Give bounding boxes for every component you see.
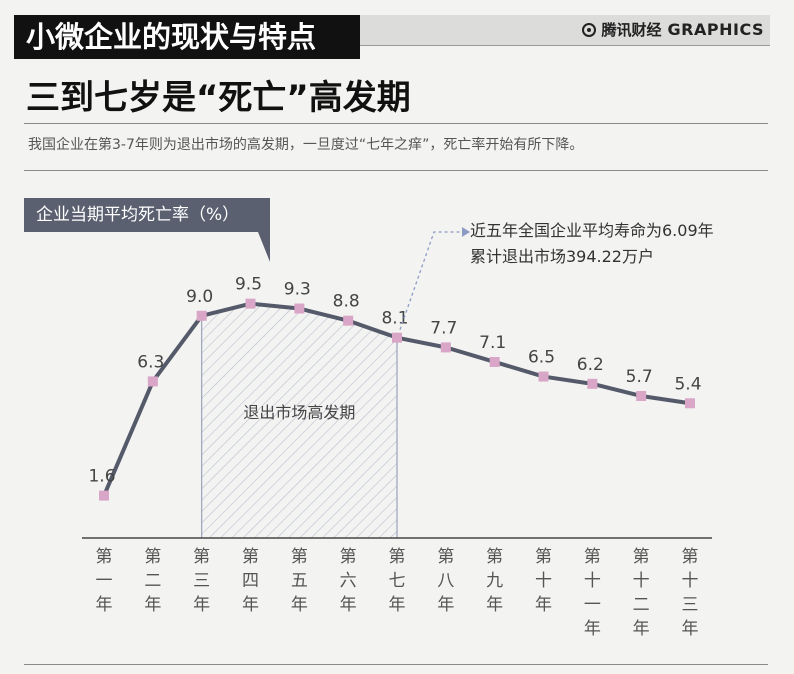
data-point [685, 398, 695, 409]
x-tick-label: 第十一年 [584, 547, 601, 639]
callout-line-1: 近五年全国企业平均寿命为6.09年 [470, 221, 714, 240]
section-title: 小微企业的现状与特点 [14, 15, 360, 59]
data-point [147, 376, 158, 387]
data-label: 6.5 [528, 348, 555, 368]
data-point [587, 378, 598, 389]
divider-bottom [24, 170, 768, 171]
x-tick-label: 第八年 [437, 547, 454, 615]
x-tick-label: 第十年 [535, 547, 552, 615]
x-tick-label: 第六年 [340, 547, 357, 615]
x-tick-label: 第二年 [144, 547, 161, 615]
brand: 腾讯财经 GRAPHICS [581, 19, 764, 40]
divider-top [24, 123, 768, 124]
data-label: 5.4 [674, 374, 701, 394]
series-label-pointer [258, 232, 270, 262]
x-tick-label: 第十三年 [682, 547, 699, 639]
callout-arrow [399, 231, 462, 330]
header-rule [360, 15, 770, 45]
shaded-region [201, 303, 397, 538]
data-point [294, 303, 305, 314]
data-point [636, 390, 647, 401]
callout-note: 近五年全国企业平均寿命为6.09年 累计退出市场394.22万户 [470, 218, 714, 270]
data-label: 8.8 [333, 292, 360, 312]
data-label: 7.7 [430, 318, 457, 338]
header-rule-line [360, 45, 770, 46]
x-tick-label: 第四年 [242, 547, 259, 615]
intro-text: 我国企业在第3-7年则为退出市场的高发期，一旦度过“七年之痒”，死亡率开始有所下… [28, 137, 584, 153]
shaded-region-label: 退出市场高发期 [243, 403, 355, 422]
data-label: 9.0 [186, 287, 213, 307]
data-point [440, 342, 451, 353]
x-tick-label: 第五年 [291, 547, 308, 615]
data-label: 6.3 [137, 352, 164, 372]
data-point [196, 310, 207, 321]
data-label: 6.2 [577, 355, 604, 375]
data-point [99, 490, 109, 501]
callout-arrow-head [462, 227, 470, 237]
data-point [489, 356, 500, 367]
data-point [392, 332, 402, 343]
brand-logo-icon [581, 22, 596, 37]
data-point [538, 371, 549, 382]
data-label: 7.1 [479, 333, 506, 353]
data-label: 9.3 [284, 280, 311, 300]
brand-name-en: GRAPHICS [667, 20, 764, 39]
x-tick-label: 第九年 [486, 547, 503, 615]
footer-rule [24, 664, 768, 665]
headline: 三到七岁是“死亡”高发期 [26, 78, 411, 118]
callout-line-2: 累计退出市场394.22万户 [470, 247, 654, 266]
x-tick-label: 第十二年 [633, 547, 650, 639]
data-label: 9.5 [235, 275, 262, 295]
brand-name-cn: 腾讯财经 [601, 21, 662, 39]
data-label: 8.1 [381, 309, 408, 329]
x-tick-label: 第七年 [389, 547, 406, 615]
x-tick-label: 第三年 [193, 547, 210, 615]
data-label: 5.7 [626, 367, 653, 387]
series-label-box: 企业当期平均死亡率（%） [24, 198, 270, 232]
data-point [245, 298, 256, 309]
data-label: 1.6 [88, 467, 115, 487]
x-tick-label: 第一年 [96, 547, 113, 615]
data-point [343, 315, 354, 326]
